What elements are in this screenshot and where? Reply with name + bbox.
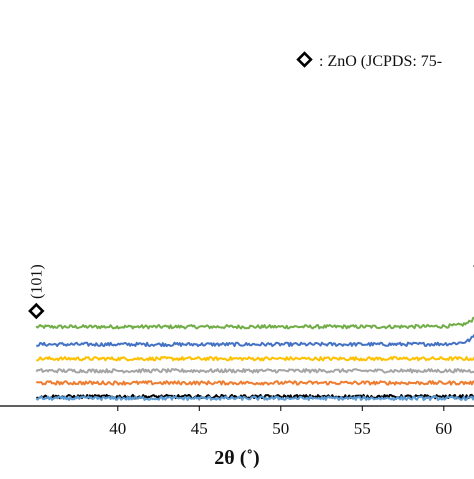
series-line-3: [36, 356, 474, 362]
series-line-2: [36, 333, 474, 348]
series-line-4: [35, 368, 474, 374]
peak-label: (101): [28, 264, 45, 299]
x-tick-layer: 404550556065: [109, 406, 452, 438]
x-tick-label: 40: [109, 419, 126, 438]
legend: : ZnO (JCPDS: 75-: [296, 51, 442, 70]
x-tick-label: 45: [191, 419, 208, 438]
legend-label: : ZnO (JCPDS: 75-: [319, 53, 442, 70]
peak-annotation-layer: (103)(101): [28, 219, 474, 320]
peak-diamond-icon: [28, 302, 45, 320]
x-tick-label: 50: [272, 419, 289, 438]
series-line-7: [35, 395, 474, 401]
series-layer: [35, 316, 474, 401]
series-line-1: [35, 316, 474, 330]
x-tick-label: 55: [354, 419, 371, 438]
series-line-5: [35, 380, 474, 386]
legend-diamond-icon: [296, 51, 313, 68]
x-axis-title: 2θ (˚): [214, 447, 259, 469]
x-tick-label: 60: [435, 419, 452, 438]
